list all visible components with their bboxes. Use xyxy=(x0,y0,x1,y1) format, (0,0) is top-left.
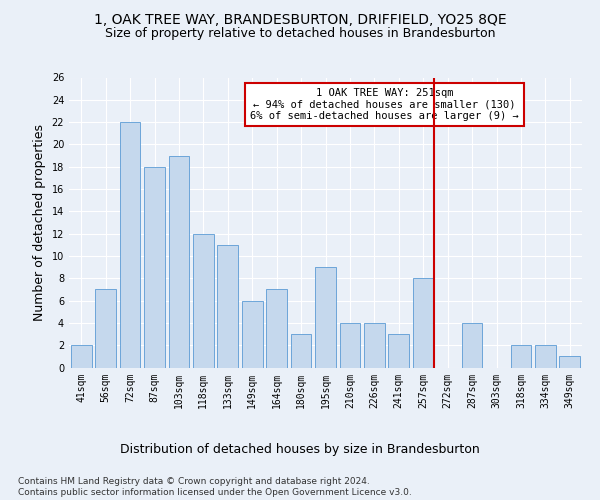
Text: Contains HM Land Registry data © Crown copyright and database right 2024.
Contai: Contains HM Land Registry data © Crown c… xyxy=(18,478,412,497)
Bar xyxy=(388,334,409,368)
Y-axis label: Number of detached properties: Number of detached properties xyxy=(33,124,46,321)
Bar xyxy=(315,267,336,368)
Bar xyxy=(217,245,238,368)
Bar xyxy=(119,122,140,368)
Bar xyxy=(340,323,361,368)
Text: 1 OAK TREE WAY: 251sqm
← 94% of detached houses are smaller (130)
6% of semi-det: 1 OAK TREE WAY: 251sqm ← 94% of detached… xyxy=(250,88,519,121)
Text: 1, OAK TREE WAY, BRANDESBURTON, DRIFFIELD, YO25 8QE: 1, OAK TREE WAY, BRANDESBURTON, DRIFFIEL… xyxy=(94,12,506,26)
Bar xyxy=(559,356,580,368)
Bar xyxy=(144,166,165,368)
Bar xyxy=(511,345,532,368)
Bar xyxy=(193,234,214,368)
Bar xyxy=(71,345,92,368)
Bar xyxy=(461,323,482,368)
Bar xyxy=(535,345,556,368)
Bar xyxy=(95,290,116,368)
Bar xyxy=(266,290,287,368)
Bar xyxy=(169,156,190,368)
Bar xyxy=(290,334,311,368)
Text: Distribution of detached houses by size in Brandesburton: Distribution of detached houses by size … xyxy=(120,442,480,456)
Bar xyxy=(364,323,385,368)
Text: Size of property relative to detached houses in Brandesburton: Size of property relative to detached ho… xyxy=(105,28,495,40)
Bar xyxy=(242,300,263,368)
Bar xyxy=(413,278,434,368)
